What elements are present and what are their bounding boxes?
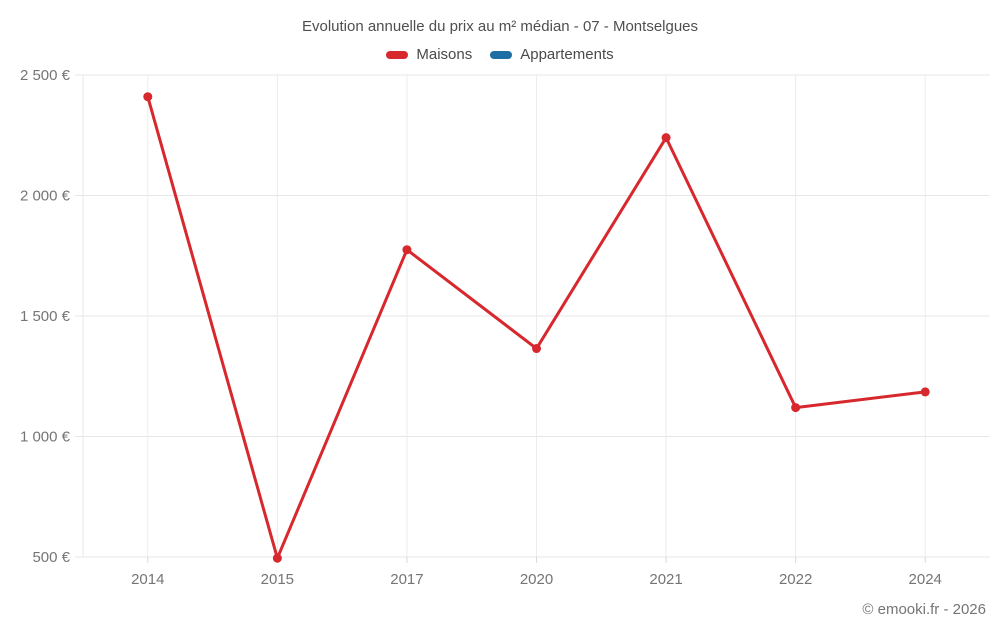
data-point[interactable] (143, 92, 153, 102)
y-axis-label: 2 000 € (20, 188, 71, 205)
x-axis-label: 2014 (131, 571, 164, 588)
legend-item-appartements[interactable]: Appartements (490, 46, 614, 63)
chart-title: Evolution annuelle du prix au m² médian … (301, 18, 699, 35)
y-axis-label: 500 € (32, 549, 70, 566)
x-axis-label: 2022 (779, 571, 812, 588)
y-axis-label: 2 500 € (20, 67, 71, 84)
copyright: © emooki.fr - 2026 (862, 601, 986, 618)
x-axis-label: 2024 (909, 571, 942, 588)
data-point[interactable] (661, 133, 671, 143)
appartements-series-swatch-icon (490, 50, 513, 59)
x-axis-label: 2020 (520, 571, 553, 588)
y-axis-label: 1 000 € (20, 429, 71, 446)
x-axis-label: 2021 (649, 571, 682, 588)
x-axis-label: 2015 (261, 571, 294, 588)
data-point[interactable] (791, 403, 801, 413)
data-point[interactable] (272, 553, 282, 563)
y-axis-label: 1 500 € (20, 308, 71, 325)
legend-label-appartements: Appartements (520, 46, 614, 63)
maisons-series-swatch-icon (386, 50, 409, 59)
data-point[interactable] (402, 245, 412, 255)
legend-label-maisons: Maisons (416, 46, 473, 63)
x-axis-label: 2017 (390, 571, 423, 588)
data-point[interactable] (920, 387, 930, 397)
legend: Maisons Appartements (0, 46, 1000, 63)
legend-item-maisons[interactable]: Maisons (386, 46, 472, 63)
data-point[interactable] (532, 344, 541, 354)
